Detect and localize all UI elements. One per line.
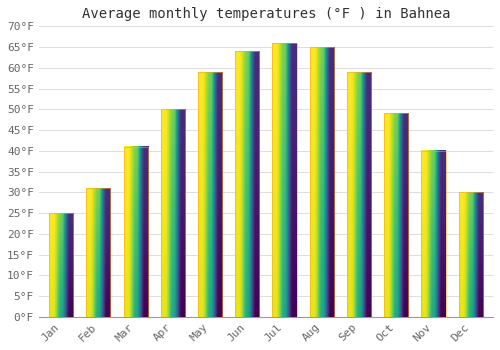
Bar xyxy=(347,72,371,317)
Bar xyxy=(86,188,110,317)
Bar xyxy=(458,192,483,317)
Title: Average monthly temperatures (°F ) in Bahnea: Average monthly temperatures (°F ) in Ba… xyxy=(82,7,450,21)
Bar xyxy=(310,47,334,317)
Bar xyxy=(422,151,446,317)
Bar xyxy=(235,51,260,317)
Bar xyxy=(160,109,185,317)
Bar xyxy=(49,213,73,317)
Bar xyxy=(124,147,148,317)
Bar xyxy=(198,72,222,317)
Bar xyxy=(384,113,408,317)
Bar xyxy=(272,43,296,317)
